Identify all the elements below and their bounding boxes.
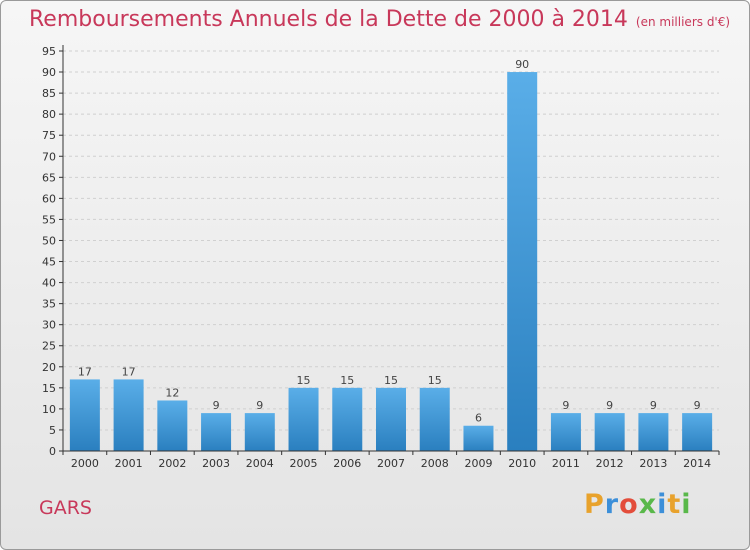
x-tick-label-2006: 2006 — [333, 457, 361, 470]
data-label-2012: 9 — [606, 399, 613, 412]
bar-2014 — [682, 413, 713, 451]
data-label-2003: 9 — [213, 399, 220, 412]
bar-2003 — [201, 413, 232, 451]
brand-logo: Proxiti — [584, 489, 692, 520]
axes — [62, 45, 719, 452]
x-tick-label-2007: 2007 — [377, 457, 405, 470]
bar-2002 — [157, 400, 188, 451]
data-label-2009: 6 — [475, 412, 482, 425]
y-tick-label: 70 — [42, 150, 56, 163]
bar-2005 — [288, 387, 319, 451]
y-tick-label: 35 — [42, 298, 56, 311]
bar-2010 — [507, 72, 538, 451]
bar-2012 — [594, 413, 625, 451]
y-tick-label: 65 — [42, 171, 56, 184]
chart-title: Remboursements Annuels de la Dette de 20… — [29, 7, 730, 32]
bars — [69, 72, 713, 451]
data-label-2011: 9 — [562, 399, 569, 412]
x-tick-label-2005: 2005 — [290, 457, 318, 470]
brand-letter: x — [638, 489, 658, 520]
x-axis-ticks: 2000 2001 2002 2003 2004 2005 2006 2007 2008 2009… — [62, 451, 720, 470]
x-tick-label-2012: 2012 — [596, 457, 624, 470]
x-tick-label-2001: 2001 — [115, 457, 143, 470]
y-tick-label: 80 — [42, 108, 56, 121]
y-tick-label: 0 — [49, 445, 56, 458]
chart-title-main: Remboursements Annuels de la Dette de 20… — [29, 7, 628, 32]
data-label-2002: 12 — [165, 386, 179, 399]
bar-2011 — [550, 413, 581, 451]
brand-letter: o — [619, 489, 639, 520]
y-tick-label: 50 — [42, 234, 56, 247]
bar-2009 — [463, 425, 494, 451]
x-tick-label-2004: 2004 — [246, 457, 274, 470]
brand-letter: t — [667, 489, 682, 520]
data-label-2014: 9 — [694, 399, 701, 412]
y-tick-label: 5 — [49, 424, 56, 437]
data-label-2001: 17 — [122, 365, 136, 378]
bar-2001 — [113, 379, 144, 451]
data-label-2007: 15 — [384, 374, 398, 387]
x-tick-label-2010: 2010 — [508, 457, 536, 470]
x-tick-label-2008: 2008 — [421, 457, 449, 470]
bar-2000 — [69, 379, 100, 451]
commune-name: GARS — [39, 497, 92, 519]
data-label-2005: 15 — [297, 374, 311, 387]
brand-letter: i — [657, 489, 668, 520]
data-label-2000: 17 — [78, 365, 92, 378]
data-label-2010: 90 — [515, 58, 529, 71]
x-tick-label-2011: 2011 — [552, 457, 580, 470]
brand-letter: i — [681, 489, 692, 520]
y-tick-label: 45 — [42, 256, 56, 269]
data-label-2008: 15 — [428, 374, 442, 387]
y-tick-label: 20 — [42, 361, 56, 374]
bar-2007 — [376, 387, 406, 451]
brand-letter: P — [584, 489, 605, 520]
data-label-2013: 9 — [650, 399, 657, 412]
chart-title-unit: (en milliers d'€) — [635, 15, 731, 29]
y-tick-label: 15 — [42, 382, 56, 395]
y-tick-label: 75 — [42, 129, 56, 142]
bar-2004 — [244, 413, 275, 451]
y-tick-label: 85 — [42, 87, 56, 100]
y-tick-label: 95 — [42, 45, 56, 58]
bar-2008 — [419, 387, 450, 451]
y-tick-label: 90 — [42, 66, 56, 79]
bar-2006 — [332, 387, 363, 451]
y-axis-ticks: 0 5 10 15 20 25 30 35 40 45 50 55 60 65 70 75 80 85 90 95 — [42, 45, 63, 458]
y-tick-label: 55 — [42, 213, 56, 226]
x-tick-label-2003: 2003 — [202, 457, 230, 470]
y-tick-label: 60 — [42, 192, 56, 205]
y-tick-label: 25 — [42, 340, 56, 353]
data-labels: 17 17 12 9 9 15 15 15 15 6 90 9 9 9 9 — [78, 58, 701, 425]
data-label-2006: 15 — [340, 374, 354, 387]
x-tick-label-2013: 2013 — [639, 457, 667, 470]
bar-2013 — [638, 413, 669, 451]
y-tick-label: 10 — [42, 403, 56, 416]
x-tick-label-2000: 2000 — [71, 457, 99, 470]
y-tick-label: 30 — [42, 319, 56, 332]
x-tick-label-2014: 2014 — [683, 457, 711, 470]
brand-letter: r — [604, 489, 620, 520]
data-label-2004: 9 — [256, 399, 263, 412]
x-tick-label-2009: 2009 — [464, 457, 492, 470]
y-tick-label: 40 — [42, 277, 56, 290]
x-tick-label-2002: 2002 — [158, 457, 186, 470]
